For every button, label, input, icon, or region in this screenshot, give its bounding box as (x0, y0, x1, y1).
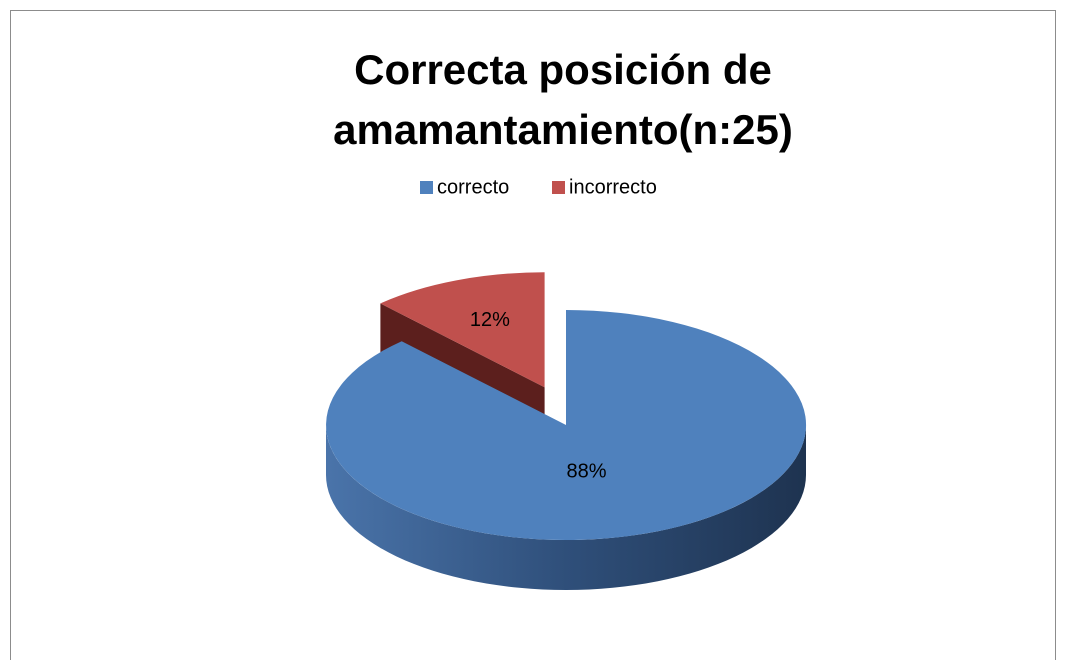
data-label: 88% (567, 460, 607, 482)
legend-swatch (552, 181, 565, 194)
data-label: 12% (470, 309, 510, 331)
pie-side (326, 425, 806, 590)
pie-slice (380, 272, 545, 388)
pie-slice (326, 310, 807, 540)
legend-label: incorrecto (569, 176, 657, 198)
chart-frame (10, 10, 1056, 660)
legend-swatch (420, 181, 433, 194)
legend-label: correcto (437, 176, 509, 198)
chart-title: Correcta posición de amamantamiento(n:25… (333, 46, 793, 153)
